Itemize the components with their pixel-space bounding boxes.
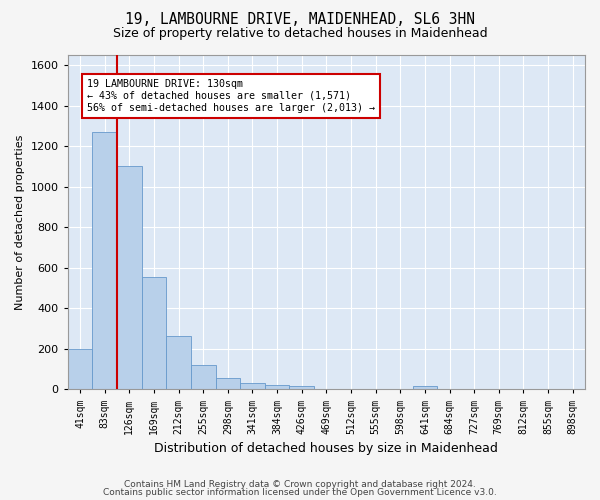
Bar [215,378,240,390]
Bar [191,365,215,390]
Bar [117,166,142,390]
Text: Size of property relative to detached houses in Maidenhead: Size of property relative to detached ho… [113,28,487,40]
Text: 19 LAMBOURNE DRIVE: 130sqm
← 43% of detached houses are smaller (1,571)
56% of s: 19 LAMBOURNE DRIVE: 130sqm ← 43% of deta… [87,80,375,112]
Bar [166,336,191,390]
Bar [92,132,117,390]
X-axis label: Distribution of detached houses by size in Maidenhead: Distribution of detached houses by size … [154,442,498,455]
Bar [265,385,289,390]
Y-axis label: Number of detached properties: Number of detached properties [15,134,25,310]
Bar [142,277,166,390]
Text: Contains HM Land Registry data © Crown copyright and database right 2024.: Contains HM Land Registry data © Crown c… [124,480,476,489]
Bar [68,350,92,390]
Text: Contains public sector information licensed under the Open Government Licence v3: Contains public sector information licen… [103,488,497,497]
Bar [240,383,265,390]
Bar [289,386,314,390]
Bar [413,386,437,390]
Text: 19, LAMBOURNE DRIVE, MAIDENHEAD, SL6 3HN: 19, LAMBOURNE DRIVE, MAIDENHEAD, SL6 3HN [125,12,475,28]
